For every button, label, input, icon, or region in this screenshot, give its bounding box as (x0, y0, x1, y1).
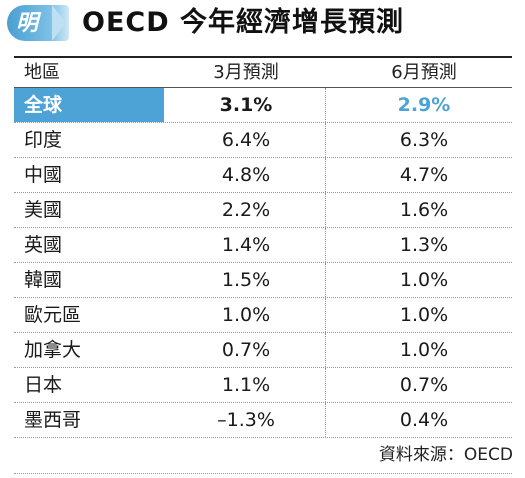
column-divider (325, 403, 326, 437)
march-forecast-cell: 1.0% (221, 303, 271, 326)
column-divider (325, 368, 326, 402)
march-forecast-cell: 1.4% (221, 233, 271, 256)
source-note: 資料來源：OECD (378, 445, 513, 465)
region-cell: 全球 (14, 88, 164, 122)
column-divider (325, 298, 326, 332)
column-divider (325, 158, 326, 192)
march-forecast-cell: 1.5% (221, 268, 271, 291)
column-divider (325, 333, 326, 367)
june-forecast-cell: 0.4% (399, 408, 449, 431)
region-cell: 中國 (24, 163, 63, 186)
badge-arrow-icon (52, 5, 66, 41)
column-header-june: 6月預測 (391, 61, 457, 83)
table-row: 韓國 1.5% 1.0% (14, 263, 512, 298)
column-divider (325, 263, 326, 297)
table-row: 歐元區 1.0% 1.0% (14, 298, 512, 333)
june-forecast-cell: 4.7% (399, 163, 449, 186)
june-forecast-cell: 1.0% (399, 338, 449, 361)
june-forecast-cell: 2.9% (397, 93, 451, 116)
table-row: 中國 4.8% 4.7% (14, 158, 512, 193)
column-divider (325, 228, 326, 262)
june-forecast-cell: 6.3% (399, 128, 449, 151)
table-row: 墨西哥 –1.3% 0.4% (14, 403, 512, 438)
badge-char: 明 (16, 10, 39, 36)
table-header-row: 地區 3月預測 6月預測 (14, 56, 512, 88)
region-cell: 墨西哥 (24, 408, 82, 431)
column-header-march: 3月預測 (213, 61, 279, 83)
page-title: OECD 今年經濟增長預測 (82, 7, 405, 38)
column-divider (325, 88, 326, 122)
june-forecast-cell: 1.6% (399, 198, 449, 221)
june-forecast-cell: 1.3% (399, 233, 449, 256)
table-row: 美國 2.2% 1.6% (14, 193, 512, 228)
march-forecast-cell: –1.3% (217, 408, 275, 431)
table-row: 日本 1.1% 0.7% (14, 368, 512, 403)
forecast-table: 地區 3月預測 6月預測 全球 3.1% 2.9% 印度 6.4% 6.3% 中… (14, 56, 512, 438)
region-cell: 韓國 (24, 268, 63, 291)
march-forecast-cell: 0.7% (221, 338, 271, 361)
march-forecast-cell: 1.1% (221, 373, 271, 396)
march-forecast-cell: 6.4% (221, 128, 271, 151)
table-row: 印度 6.4% 6.3% (14, 123, 512, 158)
region-cell: 加拿大 (24, 338, 82, 361)
bottom-divider (14, 473, 512, 474)
region-cell: 美國 (24, 198, 63, 221)
region-cell: 日本 (24, 373, 63, 396)
march-forecast-cell: 4.8% (221, 163, 271, 186)
table-row-global: 全球 3.1% 2.9% (14, 88, 512, 123)
june-forecast-cell: 1.0% (399, 303, 449, 326)
march-forecast-cell: 2.2% (221, 198, 271, 221)
march-forecast-cell: 3.1% (219, 93, 273, 116)
table-row: 加拿大 0.7% 1.0% (14, 333, 512, 368)
header: 明 OECD 今年經濟增長預測 (0, 0, 525, 46)
region-cell: 英國 (24, 233, 63, 256)
june-forecast-cell: 0.7% (399, 373, 449, 396)
column-divider (325, 193, 326, 227)
june-forecast-cell: 1.0% (399, 268, 449, 291)
region-cell: 印度 (24, 128, 63, 151)
column-divider (325, 123, 326, 157)
table-row: 英國 1.4% 1.3% (14, 228, 512, 263)
column-header-region: 地區 (24, 61, 60, 83)
region-cell: 歐元區 (24, 303, 82, 326)
